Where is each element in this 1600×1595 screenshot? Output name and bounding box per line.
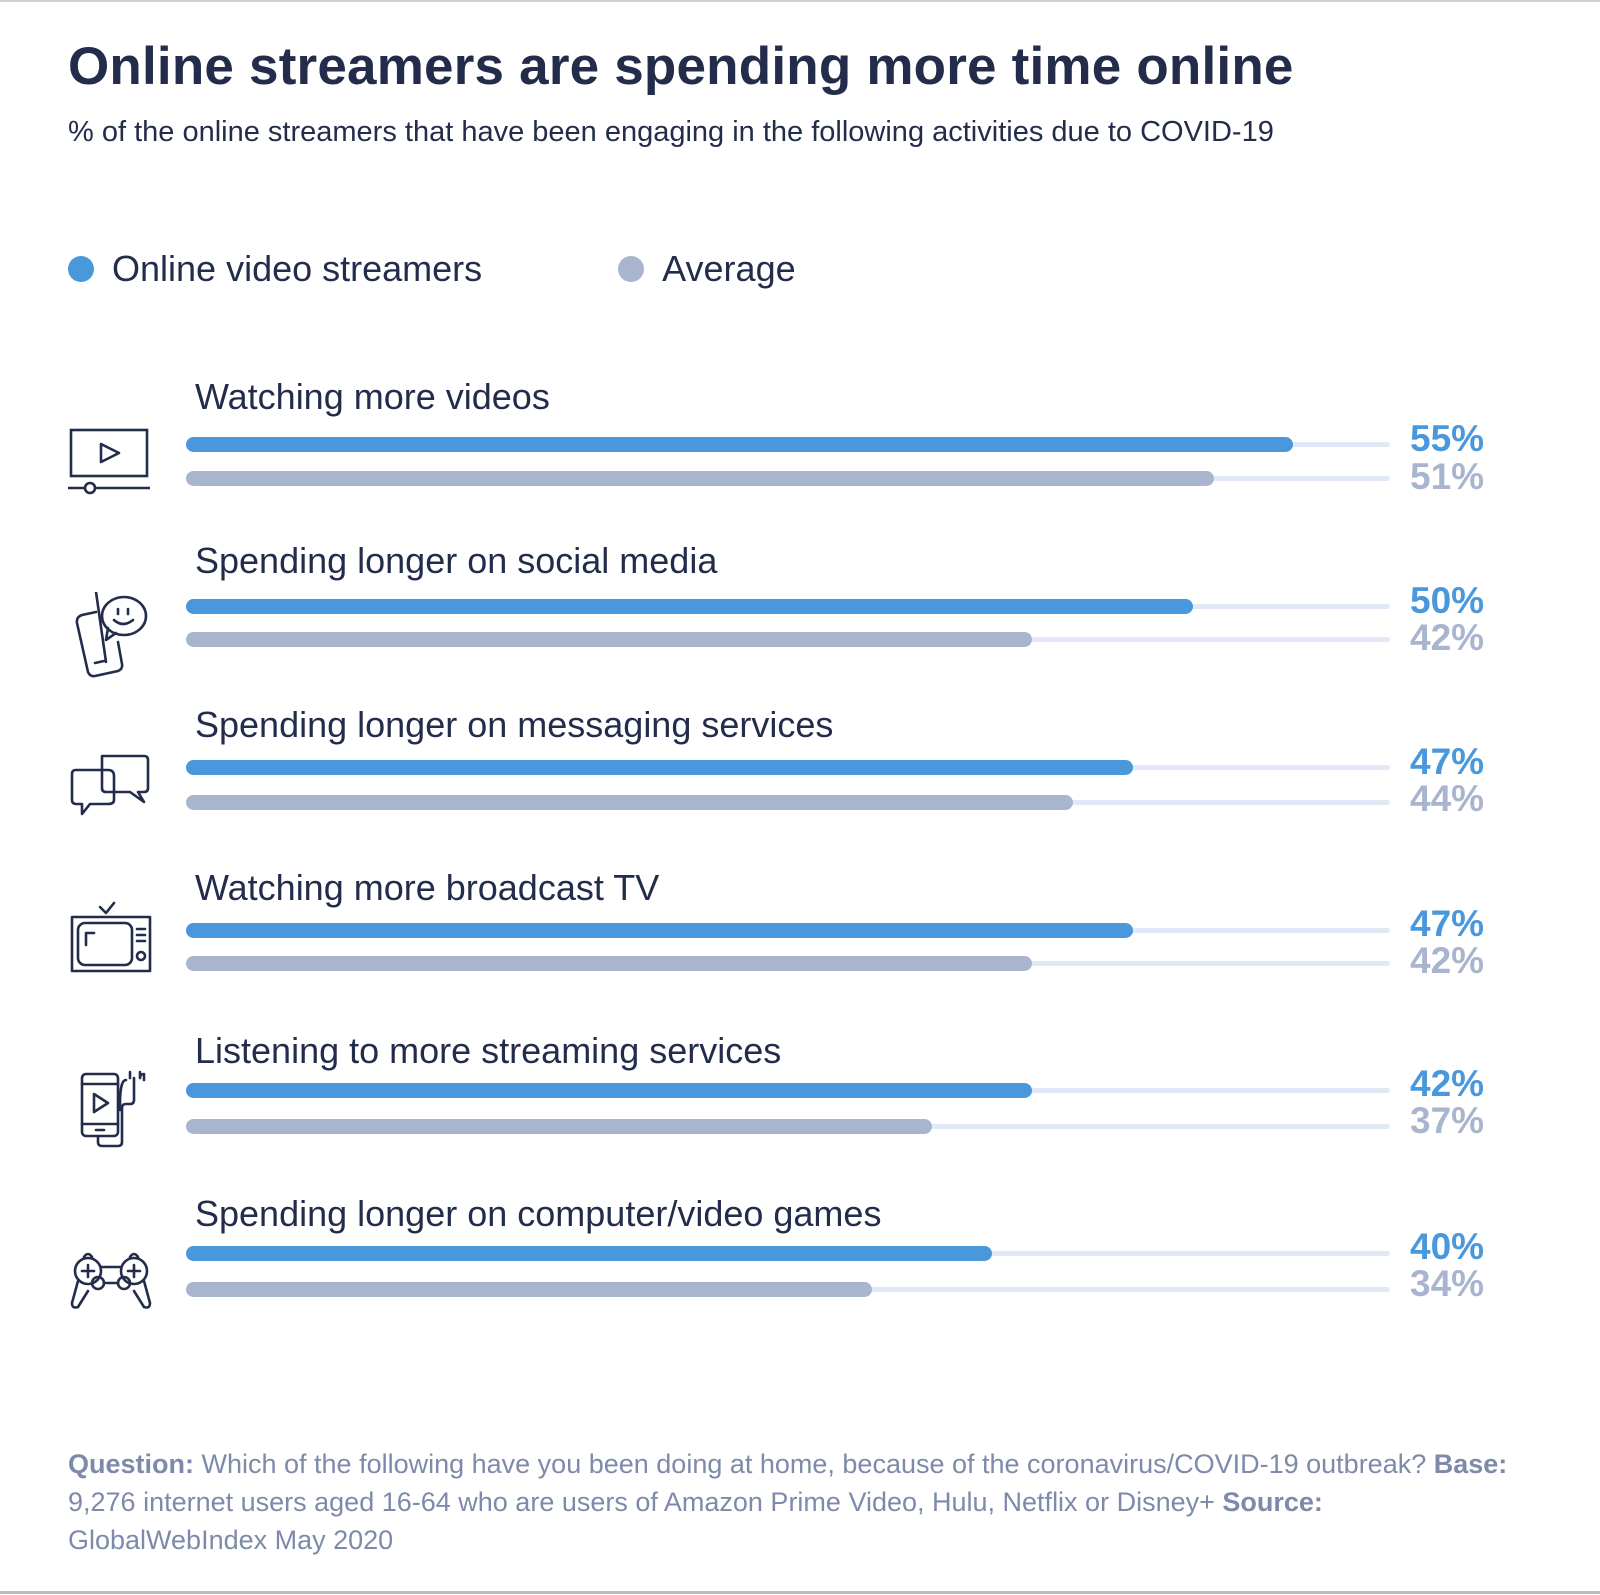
chart-row: Spending longer on social media 50% 42%: [0, 540, 1600, 700]
value-streamers: 40%: [1410, 1226, 1485, 1267]
bottom-border: [0, 1591, 1600, 1594]
row-label: Watching more broadcast TV: [195, 867, 660, 908]
tv-icon: [68, 897, 156, 985]
bar-track: [186, 795, 1390, 810]
chart-row: Watching more broadcast TV 47% 42%: [0, 867, 1600, 1027]
value-average: 42%: [1410, 940, 1485, 981]
bar-track: [186, 471, 1390, 486]
bar-track: [186, 437, 1390, 452]
base-text: 9,276 internet users aged 16-64 who are …: [68, 1487, 1223, 1517]
value-streamers: 42%: [1410, 1063, 1485, 1104]
bar-track: [186, 632, 1390, 647]
value-streamers: 55%: [1410, 418, 1485, 459]
value-average: 37%: [1410, 1100, 1485, 1141]
chart-subtitle: % of the online streamers that have been…: [68, 116, 1274, 148]
bar-average: [186, 956, 1032, 971]
top-border: [0, 0, 1600, 2]
chart-row: Watching more videos 55% 51%: [0, 376, 1600, 536]
bar-track: [186, 599, 1390, 614]
chart-title: Online streamers are spending more time …: [68, 37, 1294, 96]
base-label: Base:: [1433, 1449, 1508, 1479]
value-streamers: 50%: [1410, 580, 1485, 621]
source-text: GlobalWebIndex May 2020: [68, 1525, 394, 1555]
row-label: Spending longer on social media: [195, 540, 718, 581]
value-average: 51%: [1410, 456, 1485, 497]
bar-streamers: [186, 1246, 992, 1261]
row-label: Spending longer on computer/video games: [195, 1193, 882, 1234]
bar-streamers: [186, 760, 1133, 775]
question-label: Question:: [68, 1449, 194, 1479]
legend-label: Online video streamers: [112, 248, 483, 289]
bar-streamers: [186, 1083, 1032, 1098]
source-label: Source:: [1222, 1487, 1323, 1517]
bar-streamers: [186, 923, 1133, 938]
legend-dot-icon: [68, 256, 94, 282]
chat-bubbles-icon: [68, 752, 156, 840]
chart-row: Spending longer on messaging services 47…: [0, 704, 1600, 864]
bar-streamers: [186, 599, 1193, 614]
bar-track: [186, 1246, 1390, 1261]
bar-average: [186, 795, 1073, 810]
bar-average: [186, 1119, 932, 1134]
bar-streamers: [186, 437, 1293, 452]
legend-label: Average: [662, 248, 796, 289]
legend-item-streamers: Online video streamers: [68, 248, 482, 290]
value-streamers: 47%: [1410, 903, 1485, 944]
chart-row: Listening to more streaming services 42%…: [0, 1030, 1600, 1190]
value-average: 34%: [1410, 1263, 1485, 1304]
phone-earphones-icon: [68, 1070, 156, 1158]
chart-row: Spending longer on computer/video games …: [0, 1193, 1600, 1353]
gamepad-icon: [68, 1249, 156, 1337]
row-label: Listening to more streaming services: [195, 1030, 782, 1071]
value-average: 42%: [1410, 617, 1485, 658]
bar-track: [186, 1083, 1390, 1098]
legend: Online video streamers Average: [68, 248, 932, 290]
legend-dot-icon: [618, 256, 645, 282]
row-label: Spending longer on messaging services: [195, 704, 834, 745]
footnote: Question: Which of the following have yo…: [68, 1445, 1508, 1559]
bar-track: [186, 923, 1390, 938]
bar-average: [186, 632, 1032, 647]
bar-track: [186, 956, 1390, 971]
bar-track: [186, 760, 1390, 775]
value-average: 44%: [1410, 778, 1485, 819]
legend-item-average: Average: [618, 248, 796, 290]
bar-track: [186, 1119, 1390, 1134]
bar-average: [186, 471, 1214, 486]
phone-smiley-chat-icon: [68, 590, 156, 680]
bar-average: [186, 1282, 872, 1297]
value-streamers: 47%: [1410, 741, 1485, 782]
row-label: Watching more videos: [195, 376, 550, 417]
video-player-icon: [68, 424, 156, 512]
question-text: Which of the following have you been doi…: [194, 1449, 1434, 1479]
bar-track: [186, 1282, 1390, 1297]
